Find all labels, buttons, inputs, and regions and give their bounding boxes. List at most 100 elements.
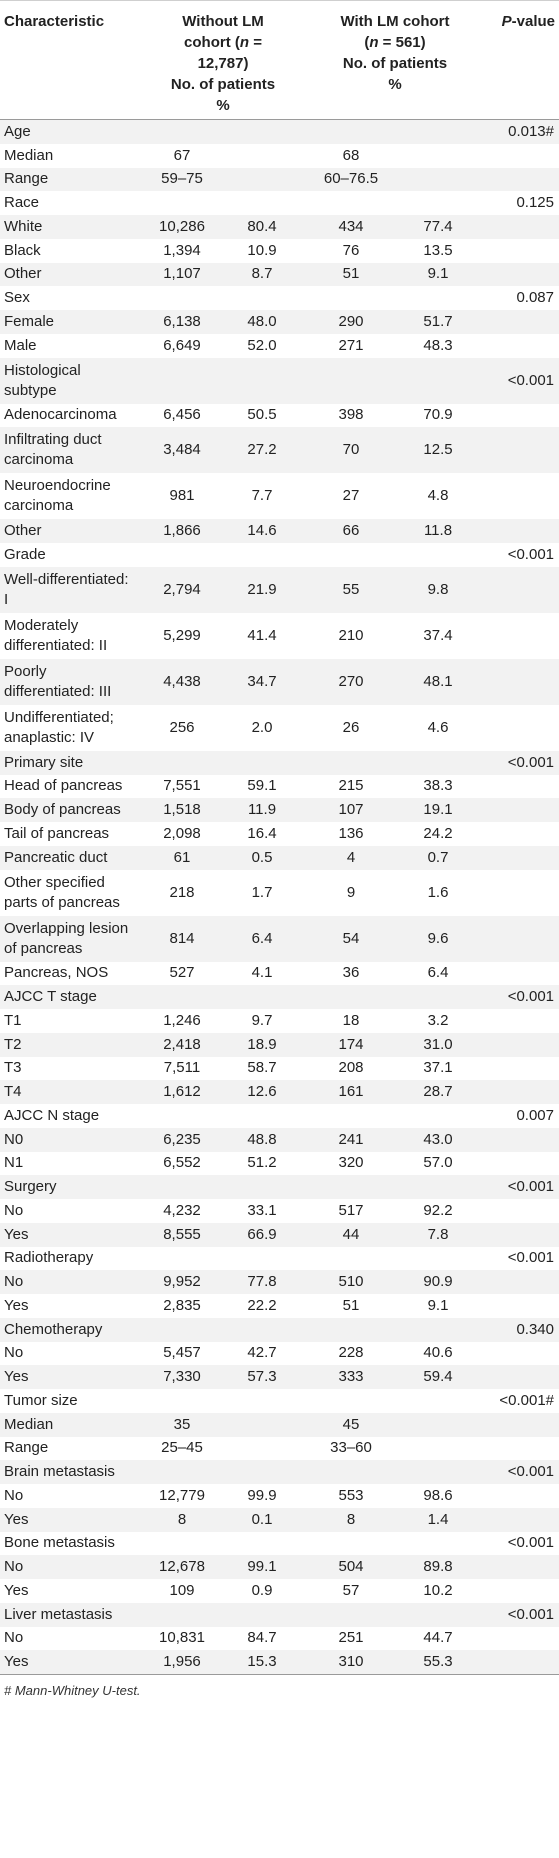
table-row: Range 25–45 33–60: [0, 1436, 559, 1461]
row-label-line: subtype: [4, 381, 57, 399]
without-lm-count-cell: 12,678: [159, 1558, 205, 1576]
without-lm-count-cell: 5,457: [163, 1344, 201, 1362]
row-label-line: No: [4, 1486, 24, 1504]
table-row: N0 6,235 48.8 241 43.0: [0, 1127, 559, 1152]
row-label-line: N1: [4, 1154, 24, 1172]
column-header-without-lm-line: No. of patients: [170, 76, 276, 93]
table-row: No 10,831 84.7 251 44.7: [0, 1626, 559, 1651]
row-label-line: Body of pancreas: [4, 801, 121, 819]
row-label-line: No: [4, 1344, 24, 1362]
table-row: Yes 1,956 15.3 310 55.3: [0, 1650, 559, 1674]
with-lm-percent-cell: 7.8: [427, 1225, 449, 1243]
without-lm-percent-cell: 14.6: [247, 522, 277, 540]
column-header-text: = 561): [378, 34, 426, 51]
with-lm-count-cell: 136: [338, 824, 364, 842]
row-label: Head of pancreas: [4, 775, 144, 799]
with-lm-percent-cell: 92.2: [423, 1201, 453, 1219]
with-lm-percent-cell: 51.7: [423, 312, 453, 330]
with-lm-count-cell: 68: [342, 146, 360, 164]
column-header-text: cohort (: [184, 34, 240, 51]
row-label-line: Chemotherapy: [4, 1320, 103, 1338]
without-lm-percent-cell: 2.0: [251, 718, 273, 736]
p-value-cell: <0.001: [507, 545, 554, 563]
without-lm-count-cell: 2,098: [163, 824, 201, 842]
row-label: Yes: [4, 1365, 144, 1389]
with-lm-percent-cell: 48.1: [423, 672, 453, 690]
row-label: T3: [4, 1057, 144, 1081]
without-lm-count-cell: 1,246: [163, 1011, 201, 1029]
with-lm-count-cell: 26: [342, 718, 360, 736]
row-label: No: [4, 1342, 144, 1366]
with-lm-percent-cell: 28.7: [423, 1083, 453, 1101]
with-lm-count-cell: 320: [338, 1154, 364, 1172]
table-row: Adenocarcinoma 6,456 50.5 398 70.9: [0, 403, 559, 428]
row-label-line: Pancreas, NOS: [4, 964, 109, 982]
without-lm-count-cell: 1,866: [163, 522, 201, 540]
table-row: Yes 2,835 22.2 51 9.1: [0, 1294, 559, 1318]
row-label-line: parts of pancreas: [4, 893, 120, 911]
table-row: Surgery <0.001: [0, 1175, 559, 1199]
row-label: Body of pancreas: [4, 798, 144, 822]
row-label: Adenocarcinoma: [4, 404, 144, 428]
without-lm-count-cell: 67: [173, 146, 191, 164]
row-label-line: anaplastic: IV: [4, 728, 95, 746]
p-value-cell: <0.001: [507, 1463, 554, 1481]
table-row: Bone metastasis <0.001: [0, 1531, 559, 1556]
column-header-with-lm-line: No. of patients: [342, 55, 448, 72]
table-row: Grade <0.001: [0, 543, 559, 567]
without-lm-count-cell: 109: [169, 1581, 195, 1599]
row-label: N0: [4, 1128, 144, 1152]
row-label-line: T3: [4, 1059, 22, 1077]
row-label: T4: [4, 1080, 144, 1104]
without-lm-count-cell: 981: [169, 487, 195, 505]
row-label: Moderately differentiated: II: [4, 613, 144, 659]
table-row: White 10,286 80.4 434 77.4: [0, 215, 559, 239]
with-lm-percent-cell: 9.1: [427, 1296, 449, 1314]
row-label-line: T1: [4, 1011, 22, 1029]
p-value-cell: 0.013#: [508, 122, 554, 140]
row-label-line: Primary site: [4, 753, 84, 771]
with-lm-count-cell: 270: [338, 672, 364, 690]
without-lm-percent-cell: 11.9: [247, 801, 277, 819]
row-label: Infiltrating duct carcinoma: [4, 427, 144, 473]
with-lm-count-cell: 228: [338, 1344, 364, 1362]
with-lm-count-cell: 51: [342, 265, 360, 283]
with-lm-count-cell: 553: [338, 1486, 364, 1504]
row-label: AJCC T stage: [4, 985, 144, 1009]
with-lm-count-cell: 70: [342, 441, 360, 459]
with-lm-percent-cell: 55.3: [423, 1653, 453, 1671]
row-label-line: Grade: [4, 545, 46, 563]
row-label-line: Yes: [4, 1296, 29, 1314]
table-row: Pancreatic duct 61 0.5 4 0.7: [0, 845, 559, 870]
without-lm-percent-cell: 57.3: [247, 1368, 277, 1386]
row-label-line: Head of pancreas: [4, 777, 123, 795]
table-row: Neuroendocrine carcinoma 981 7.7 27 4.8: [0, 473, 559, 520]
p-value-cell: 0.125: [516, 194, 554, 212]
row-label-line: carcinoma: [4, 497, 74, 515]
row-label: Yes: [4, 1294, 144, 1318]
without-lm-count-cell: 6,649: [163, 336, 201, 354]
with-lm-count-cell: 33–60: [330, 1439, 372, 1457]
with-lm-percent-cell: 9.1: [427, 265, 449, 283]
row-label-line: No: [4, 1629, 24, 1647]
row-label-line: Black: [4, 241, 41, 259]
with-lm-count-cell: 27: [342, 487, 360, 505]
without-lm-percent-cell: 48.0: [247, 312, 277, 330]
with-lm-percent-cell: 37.1: [423, 1059, 453, 1077]
row-label-line: T4: [4, 1083, 22, 1101]
without-lm-percent-cell: 22.2: [247, 1296, 277, 1314]
row-label: Female: [4, 310, 144, 334]
without-lm-percent-cell: 12.6: [247, 1083, 277, 1101]
table-row: Age 0.013#: [0, 120, 559, 144]
without-lm-percent-cell: 34.7: [247, 672, 277, 690]
column-header-characteristic: Characteristic: [4, 11, 104, 32]
row-label: Primary site: [4, 751, 144, 775]
row-label-line: Poorly: [4, 662, 47, 680]
row-label-line: Other: [4, 522, 42, 540]
table-row: Poorly differentiated: III 4,438 34.7 270 48.…: [0, 658, 559, 705]
row-label-line: carcinoma: [4, 451, 74, 469]
with-lm-count-cell: 210: [338, 626, 364, 644]
table-row: Yes 7,330 57.3 333 59.4: [0, 1365, 559, 1389]
without-lm-percent-cell: 99.9: [247, 1486, 277, 1504]
row-label: Bone metastasis: [4, 1532, 144, 1556]
